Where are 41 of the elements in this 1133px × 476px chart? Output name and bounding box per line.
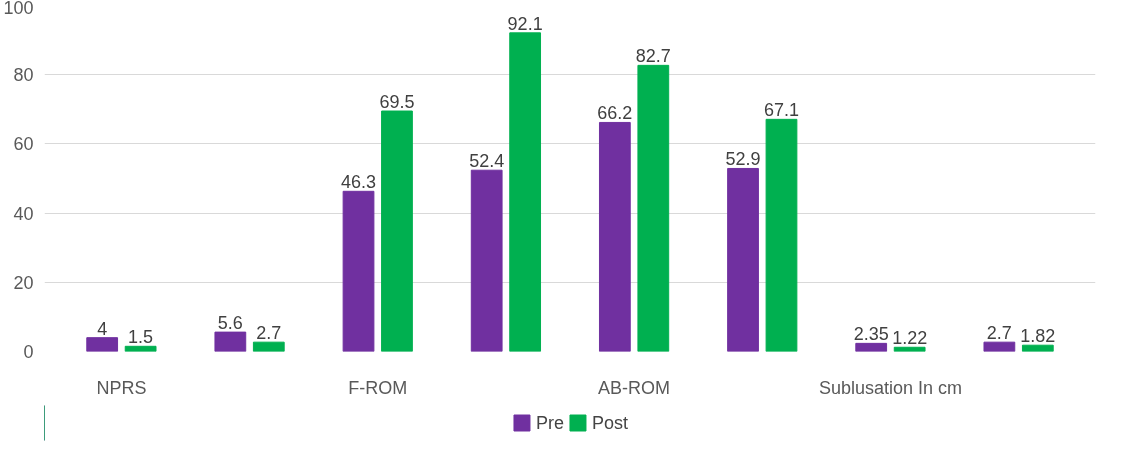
x-tick-label: Sublusation In cm [818,377,962,398]
data-label: 82.7 [635,46,671,67]
bar [598,121,631,352]
bar [765,118,798,352]
x-tick-label: AB-ROM [598,377,671,398]
x-tick-label: F-ROM [348,377,408,398]
bar [727,167,759,352]
y-tick-label: 100 [3,0,34,18]
bar [637,64,670,352]
data-label: 52.9 [725,149,761,170]
data-label: 1.82 [1020,326,1056,347]
legend-label: Post [591,412,629,433]
bar [381,110,413,352]
bar [470,169,503,352]
y-tick-label: 0 [23,342,34,362]
data-label: 1.5 [128,327,154,348]
data-label: 2.7 [256,323,282,344]
x-tick-label: NPRS [96,377,147,398]
data-label: 5.6 [217,313,243,334]
data-label: 2.7 [986,323,1012,344]
bar [983,341,1016,352]
bar [855,342,888,352]
data-label: 66.2 [597,103,633,124]
data-label: 52.4 [469,151,505,172]
data-label: 1.22 [892,328,928,349]
y-tick-label: 40 [13,203,34,224]
data-label: 69.5 [379,92,415,113]
y-tick-label: 60 [13,134,34,155]
bar [86,337,119,352]
data-label: 67.1 [763,100,800,121]
data-label: 46.3 [341,172,377,193]
y-tick-label: 20 [13,272,34,293]
data-label: 2.35 [853,324,889,345]
bar [342,190,375,352]
bar [252,341,285,352]
bar [509,32,542,352]
data-label: 4 [97,318,108,339]
y-tick-label: 80 [13,65,34,86]
legend-label: Pre [535,412,564,433]
data-label: 92.1 [507,13,543,34]
bar [214,331,247,352]
